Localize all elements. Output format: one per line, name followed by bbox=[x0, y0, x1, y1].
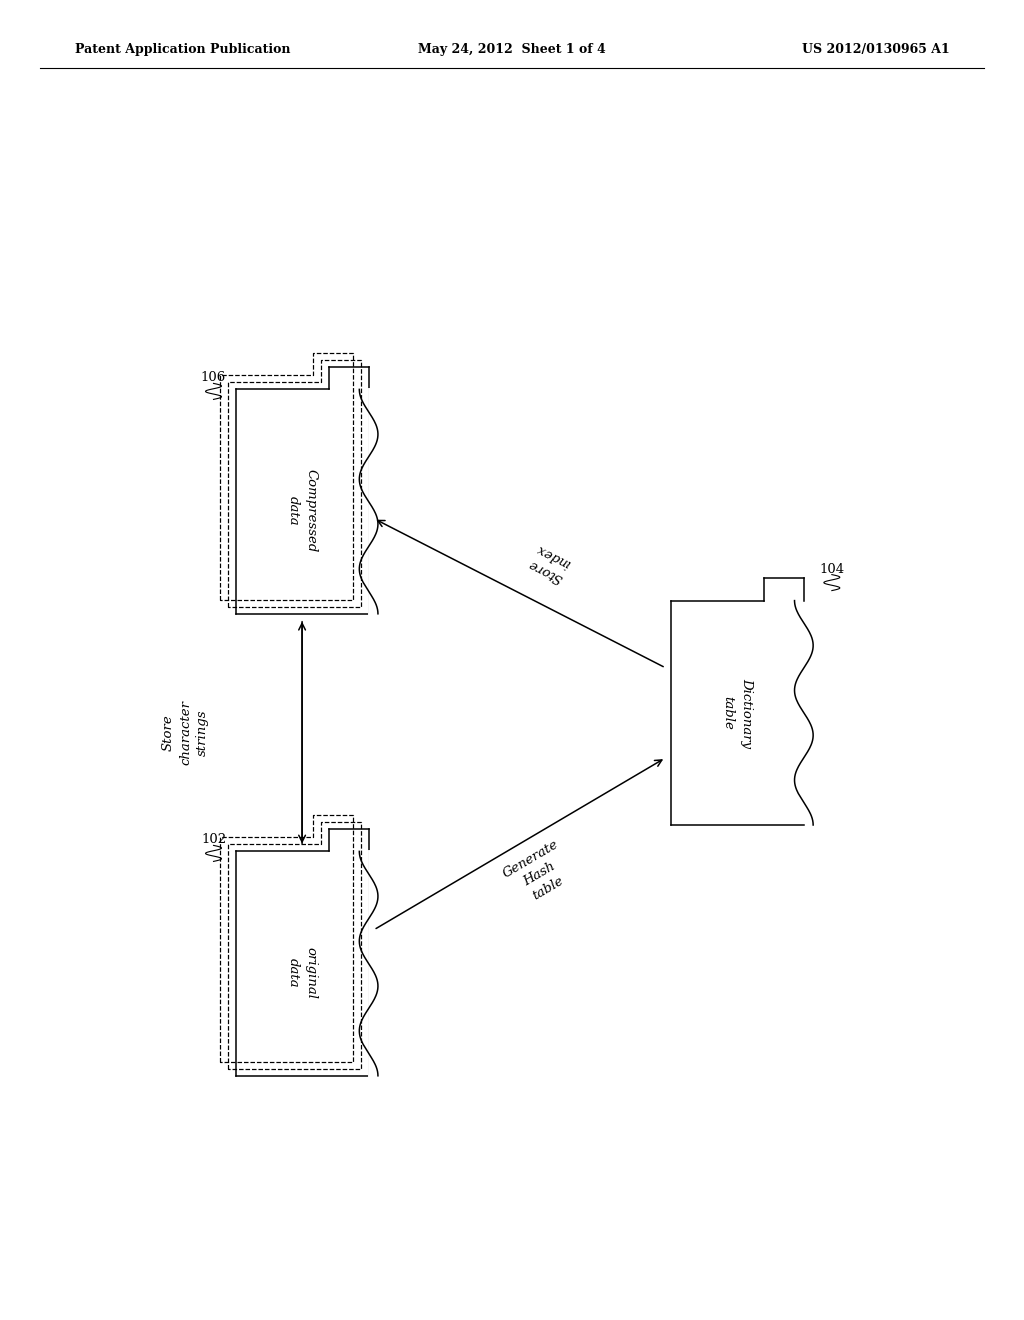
Text: 104: 104 bbox=[819, 562, 845, 576]
Text: Store
character
strings: Store character strings bbox=[162, 700, 209, 766]
Text: Dictionary
table: Dictionary table bbox=[722, 677, 753, 748]
Text: Compressed
data: Compressed data bbox=[287, 469, 317, 552]
Text: original
data: original data bbox=[287, 946, 317, 998]
Text: 106: 106 bbox=[201, 371, 226, 384]
Text: 102: 102 bbox=[201, 833, 226, 846]
Text: US 2012/0130965 A1: US 2012/0130965 A1 bbox=[802, 44, 950, 57]
Text: Store
index: Store index bbox=[526, 541, 572, 585]
Text: May 24, 2012  Sheet 1 of 4: May 24, 2012 Sheet 1 of 4 bbox=[418, 44, 606, 57]
Text: Patent Application Publication: Patent Application Publication bbox=[75, 44, 291, 57]
Text: Generate
Hash
table: Generate Hash table bbox=[501, 838, 579, 909]
